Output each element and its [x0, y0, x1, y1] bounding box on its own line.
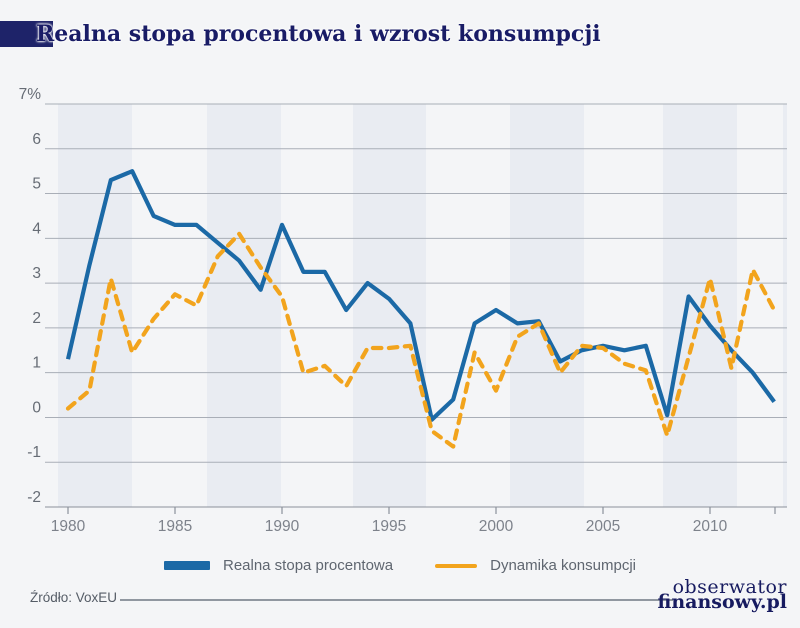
- plot-band: [663, 104, 737, 507]
- y-axis-label: 4: [32, 220, 41, 237]
- x-axis-label: 1995: [372, 518, 406, 535]
- x-axis-label: 1985: [158, 518, 192, 535]
- series-line-realna-stopa: [65, 169, 776, 422]
- plot-band: [58, 104, 132, 507]
- source-label: Źródło: VoxEU: [30, 590, 118, 605]
- page-title: Realna stopa procentowa i wzrost konsump…: [36, 21, 601, 47]
- plot-band: [783, 104, 787, 507]
- y-axis-label: -2: [27, 489, 41, 506]
- legend-label-dynamika: Dynamika konsumpcji: [490, 557, 636, 574]
- series-line-dynamika-konsumpcji: [65, 231, 777, 449]
- footer-divider: [120, 599, 673, 601]
- y-axis-label: -1: [27, 444, 41, 461]
- y-axis-label: 6: [32, 131, 41, 148]
- plot-band: [510, 104, 584, 507]
- y-axis-label: 1: [32, 355, 41, 372]
- background-bands: [58, 104, 787, 507]
- x-axis-label: 1980: [51, 518, 86, 535]
- plot-band: [207, 104, 281, 507]
- legend-swatch-realna-stopa: [163, 561, 210, 570]
- y-axis-labels: 7% 6 5 4 3 2 1 0 -1 -2: [19, 86, 42, 506]
- title-accent-box: [0, 21, 53, 47]
- y-axis-label: 5: [32, 176, 41, 193]
- plot-band: [353, 104, 426, 507]
- gridlines: [45, 103, 787, 508]
- legend: Realna stopa procentowa Dynamika konsump…: [0, 557, 800, 574]
- legend-swatch-dynamika: [435, 563, 478, 568]
- y-axis-label: 3: [32, 265, 41, 282]
- y-axis-label: 2: [32, 310, 41, 327]
- brand-logo[interactable]: obserwator finansowy.pl: [657, 576, 787, 613]
- brand-logo-line2: finansowy.pl: [657, 591, 787, 613]
- legend-label-realna-stopa: Realna stopa procentowa: [222, 557, 394, 574]
- y-axis-label: 7%: [19, 86, 42, 103]
- brand-logo-line1: obserwator: [672, 576, 787, 598]
- x-axis-label: 2000: [479, 518, 514, 535]
- x-axis-label: 2005: [586, 518, 620, 535]
- x-axis: 1980 1985 1990 1995 2000 2005 2010: [51, 507, 776, 535]
- x-axis-label: 2010: [693, 518, 728, 535]
- x-axis-label: 1990: [265, 518, 300, 535]
- y-axis-label: 0: [32, 399, 41, 416]
